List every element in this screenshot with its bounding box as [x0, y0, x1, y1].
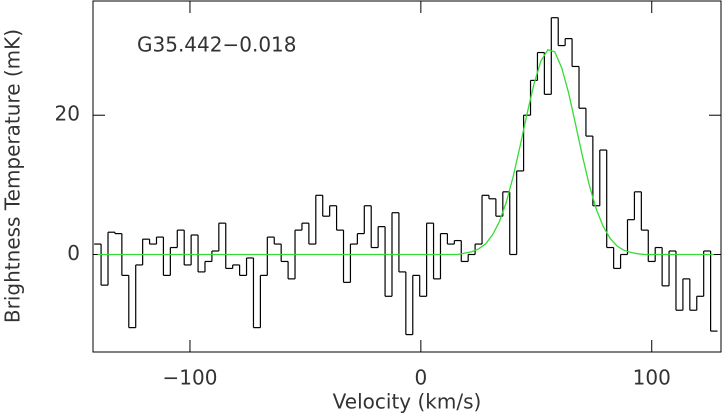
y-tick-label: 20	[55, 102, 80, 126]
x-axis-label: Velocity (km/s)	[333, 390, 482, 414]
x-tick-label: 100	[633, 366, 671, 390]
x-tick-label: 0	[414, 366, 427, 390]
x-tick-label: −100	[163, 366, 218, 390]
fit-line	[97, 48, 715, 256]
annotation: G35.442−0.018	[137, 33, 297, 57]
y-axis-label: Brightness Temperature (mK)	[1, 29, 25, 323]
plot-frame	[92, 0, 722, 353]
y-tick-label: 0	[67, 241, 80, 265]
